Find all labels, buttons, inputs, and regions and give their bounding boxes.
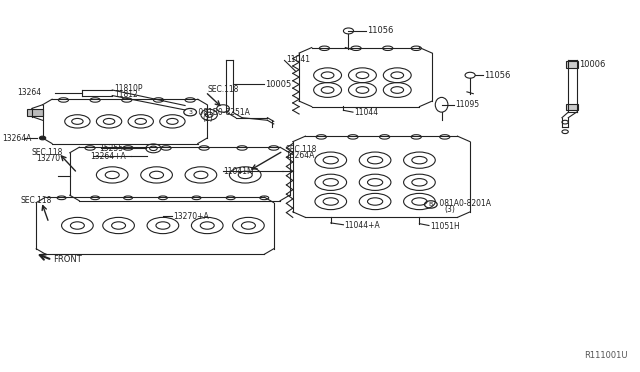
- Text: 11041M: 11041M: [223, 167, 253, 176]
- Text: 11056: 11056: [484, 71, 511, 80]
- Text: 13270+A: 13270+A: [173, 212, 209, 221]
- Text: (2): (2): [203, 113, 214, 122]
- Text: 13264A: 13264A: [285, 151, 314, 160]
- Text: SEC.118: SEC.118: [207, 85, 239, 94]
- Bar: [27, 109, 43, 116]
- Text: 13264: 13264: [17, 89, 42, 97]
- Text: 11810P: 11810P: [114, 84, 143, 93]
- Text: 15255: 15255: [100, 144, 124, 153]
- Text: 3: 3: [188, 110, 192, 115]
- Text: 11044: 11044: [354, 108, 378, 118]
- Text: SEC.118: SEC.118: [32, 148, 63, 157]
- Text: 10005: 10005: [266, 80, 292, 89]
- Text: R111001U: R111001U: [584, 351, 628, 360]
- Bar: [566, 104, 579, 110]
- Text: 11812: 11812: [114, 90, 138, 99]
- Text: SEC.118: SEC.118: [20, 196, 52, 205]
- Text: 13270: 13270: [36, 154, 60, 163]
- Text: 11095: 11095: [456, 100, 479, 109]
- Text: (3): (3): [445, 205, 456, 215]
- Text: 11051H: 11051H: [430, 222, 460, 231]
- Text: 081B0-8251A: 081B0-8251A: [196, 108, 250, 117]
- Bar: [566, 61, 579, 68]
- Text: 10006: 10006: [579, 60, 605, 69]
- Text: SEC.118: SEC.118: [285, 145, 317, 154]
- Text: 081A0-8201A: 081A0-8201A: [437, 199, 491, 208]
- Text: B: B: [429, 202, 433, 207]
- Text: 11056: 11056: [367, 26, 393, 35]
- Text: 13264A: 13264A: [3, 134, 32, 142]
- Text: 13264+A: 13264+A: [90, 152, 126, 161]
- Text: 11044+A: 11044+A: [345, 221, 380, 230]
- Ellipse shape: [40, 136, 45, 140]
- Text: FRONT: FRONT: [53, 254, 82, 264]
- Text: 11041: 11041: [286, 55, 310, 64]
